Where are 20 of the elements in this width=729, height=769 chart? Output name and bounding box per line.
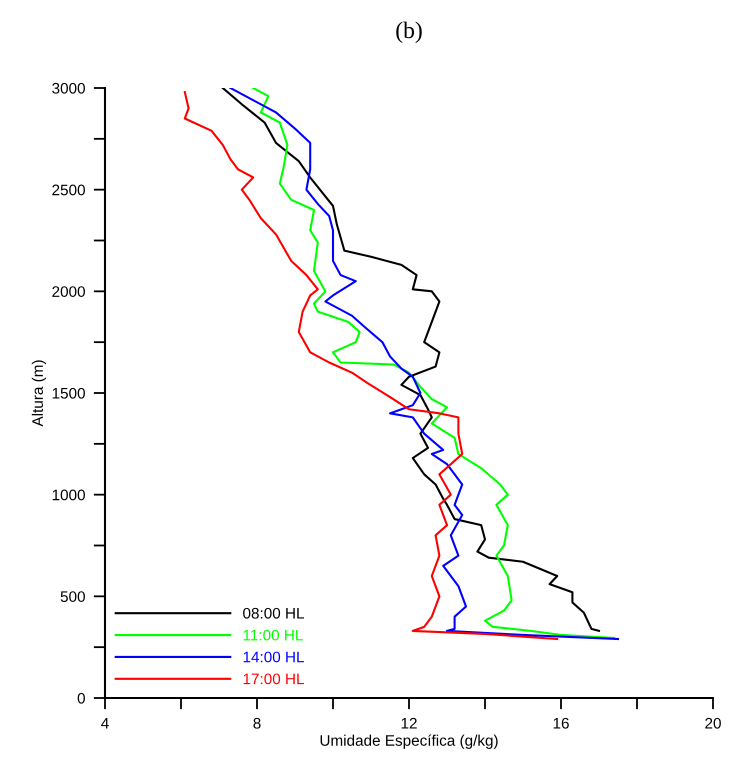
y-tick-label: 500 — [60, 591, 85, 602]
y-tick-label: 2000 — [52, 286, 85, 298]
x-tick-label: 20 — [705, 718, 721, 729]
text: 17:00 HL — [244, 673, 304, 684]
x-tick-label: 8 — [253, 718, 261, 729]
text: 14:00 HL — [244, 652, 304, 662]
x-axis-title: Umidade Específica (g/kg) — [320, 734, 498, 749]
text: 08:00 HL — [243, 608, 304, 619]
y-tick-label: 3000 — [52, 82, 85, 94]
y-axis-title: Altura (m) — [32, 360, 46, 426]
x-tick-label: 16 — [554, 718, 569, 729]
text: 11:00 HL — [244, 630, 303, 641]
x-tick-label: 4 — [101, 718, 109, 729]
x-tick-label: 12 — [402, 718, 417, 729]
y-tick-label: 0 — [78, 692, 85, 704]
y-tick-label: 1000 — [52, 490, 85, 500]
y-tick-label: 2500 — [52, 184, 85, 196]
line-series — [184, 91, 558, 640]
y-tick-label: 1500 — [52, 388, 85, 399]
chart-title: (b) — [396, 22, 422, 44]
